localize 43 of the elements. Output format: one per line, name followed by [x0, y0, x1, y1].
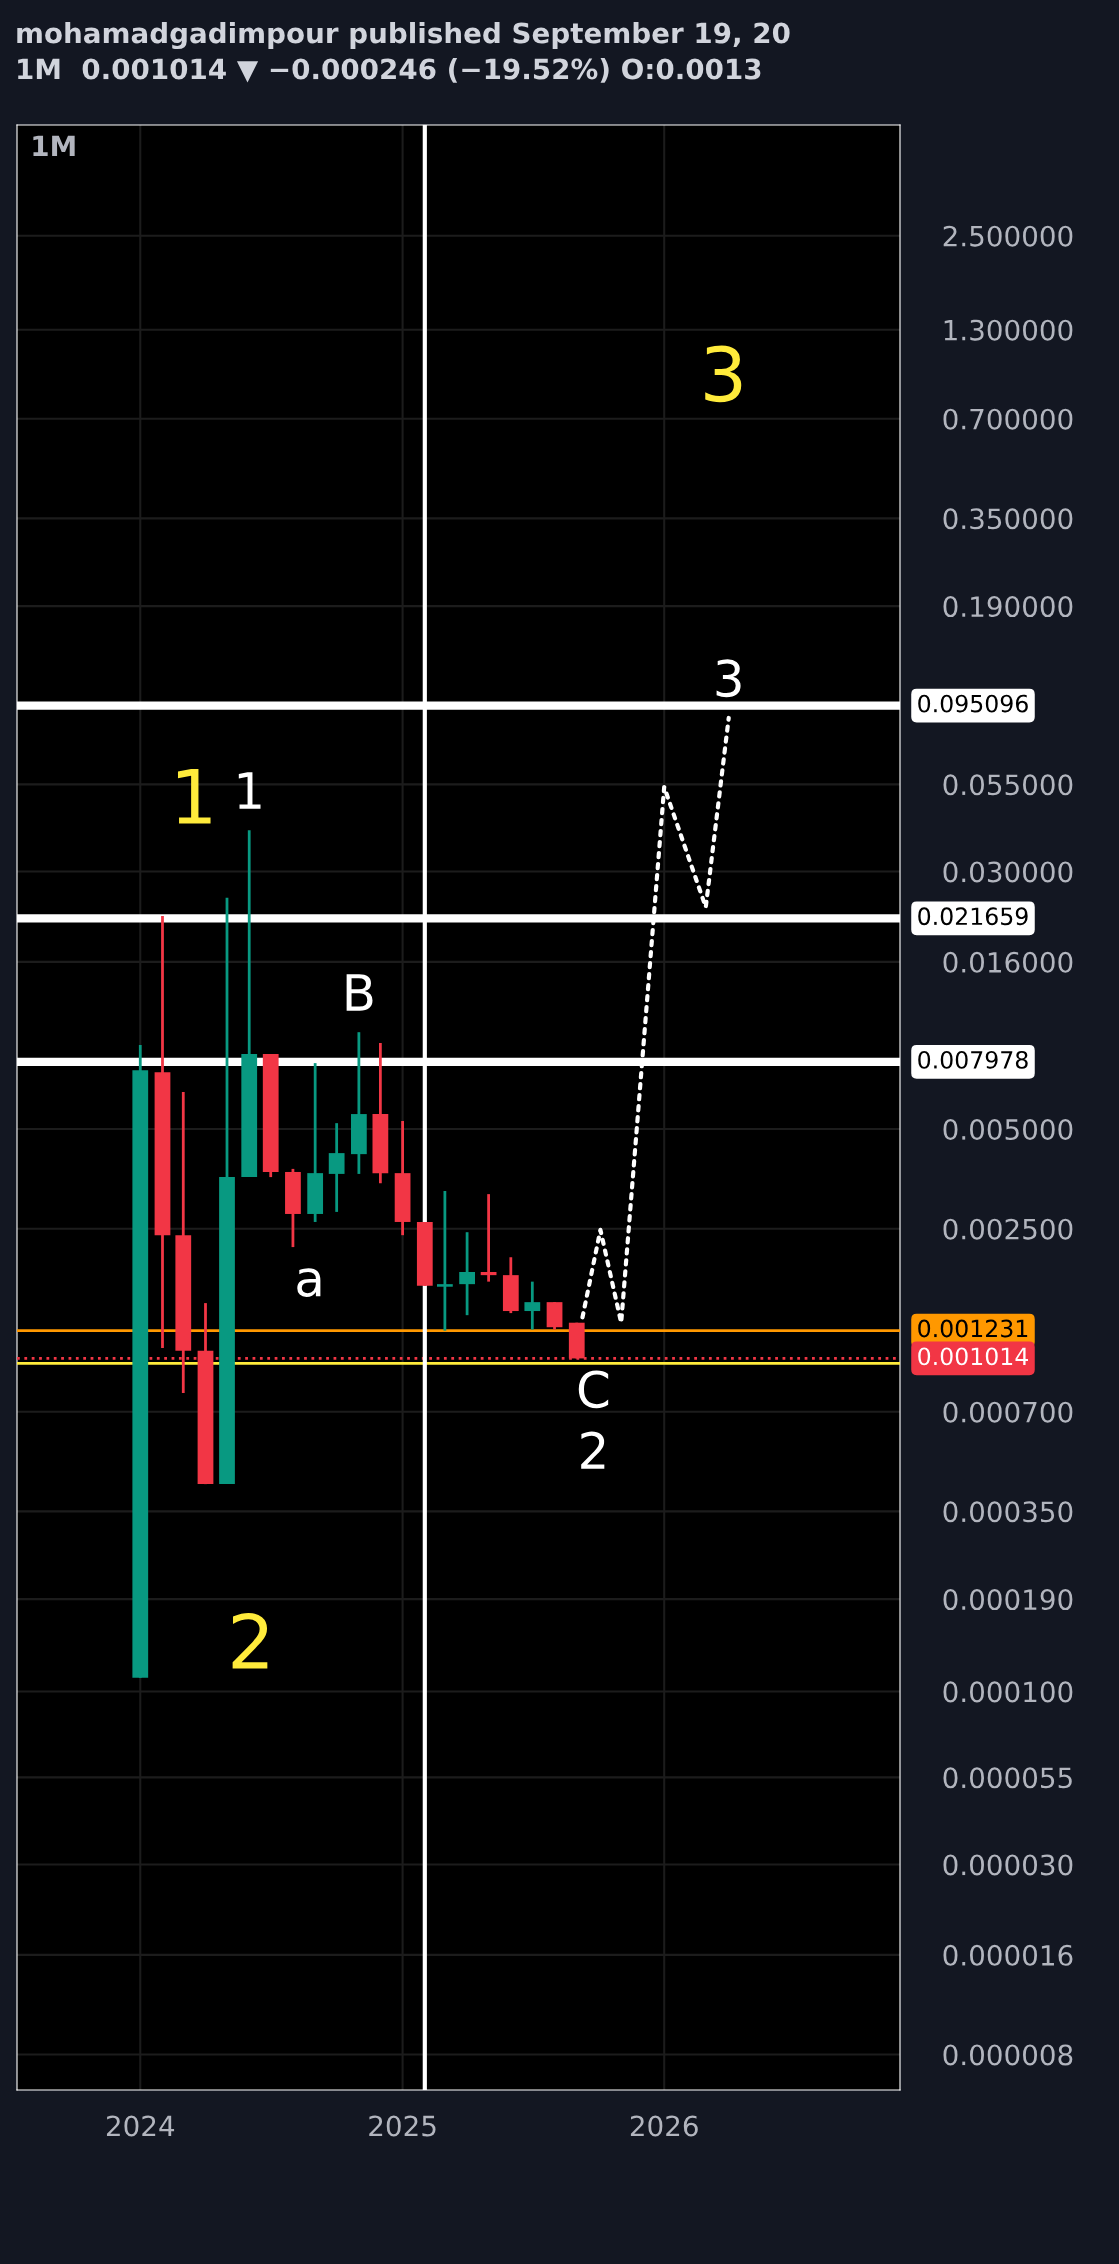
- text: 1M 0.001014 ▼ −0.000246 (−19.52%) O:0.0013: [18, 58, 761, 83]
- annotation: B: [346, 974, 373, 1011]
- y-tick-label: 0.000030: [943, 1854, 1073, 1876]
- candlestick: [524, 1280, 541, 1331]
- annotation: 1: [238, 772, 261, 809]
- candlestick: [437, 1189, 453, 1333]
- ref-line-label: 0.095096: [918, 694, 1028, 713]
- y-tick-label: 0.000055: [943, 1767, 1072, 1789]
- y-tick-label: 0.005000: [943, 1119, 1073, 1141]
- y-tick-label: 0.016000: [943, 951, 1073, 973]
- x-tick-label: 2024: [106, 2115, 175, 2137]
- y-tick-label: 0.000350: [943, 1501, 1073, 1523]
- annotation: 3: [716, 659, 741, 698]
- text: mohamadgadimpour published September 19, 20: [17, 22, 790, 50]
- y-tick-label: 0.000008: [943, 2044, 1073, 2066]
- candlestick: [459, 1230, 475, 1317]
- x-tick-label: 2025: [369, 2115, 436, 2137]
- ref-line-label: 0.001014: [918, 1347, 1028, 1366]
- y-tick-label: 0.000700: [943, 1401, 1073, 1423]
- y-tick-label: 0.700000: [943, 408, 1073, 430]
- y-tick-label: 0.002500: [943, 1218, 1073, 1240]
- y-tick-label: 0.190000: [943, 596, 1073, 618]
- y-tick-label: 0.030000: [943, 861, 1073, 883]
- y-tick-label: 2.500000: [943, 225, 1073, 247]
- y-tick-label: 0.055000: [943, 774, 1073, 796]
- y-tick-label: 1.300000: [944, 319, 1073, 341]
- x-tick-label: 2026: [630, 2115, 698, 2137]
- candlestick: [328, 1121, 345, 1214]
- chart-title: 1M: [33, 135, 75, 156]
- y-tick-label: 0.350000: [943, 508, 1073, 530]
- annotation: 3: [705, 345, 742, 403]
- candlestick: [480, 1192, 497, 1284]
- annotation: C: [578, 1370, 609, 1409]
- y-tick-label: 0.000100: [943, 1681, 1073, 1703]
- y-tick-label: 0.000016: [943, 1944, 1073, 1966]
- annotation: a: [297, 1268, 321, 1297]
- annotation: 1: [177, 768, 211, 824]
- ref-line-label: 0.001231: [918, 1319, 1028, 1338]
- y-tick-label: 0.000190: [943, 1589, 1073, 1611]
- annotation: 2: [232, 1612, 268, 1669]
- ref-line-label: 0.021659: [918, 907, 1028, 926]
- ref-line-label: 0.007978: [918, 1050, 1028, 1069]
- annotation: 2: [581, 1431, 605, 1469]
